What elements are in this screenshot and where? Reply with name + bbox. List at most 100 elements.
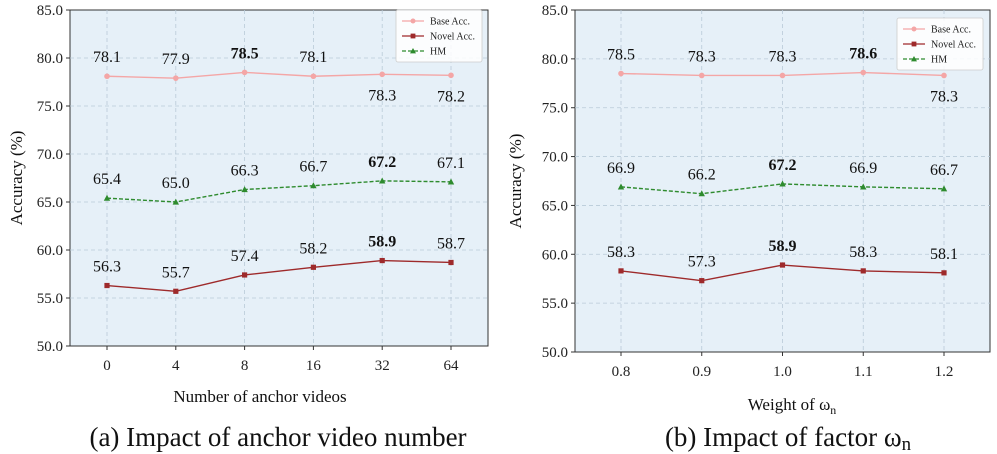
data-label: 55.7 [162, 264, 190, 281]
data-label: 67.2 [368, 154, 396, 171]
y-tick-label: 60.0 [542, 247, 568, 263]
data-label: 78.5 [231, 45, 259, 62]
legend-box [896, 17, 984, 71]
data-point [379, 71, 386, 78]
data-label: 57.3 [688, 254, 716, 271]
data-label: 58.9 [769, 238, 797, 255]
data-point [241, 69, 248, 76]
data-label: 66.3 [231, 163, 259, 180]
series-line-base [106, 71, 452, 79]
x-tick-label: 1.1 [854, 364, 873, 380]
data-label: 58.3 [849, 244, 877, 261]
data-point [310, 73, 317, 80]
data-point [448, 72, 454, 79]
legend-label: Base Acc. [430, 17, 470, 28]
y-tick-label: 70.0 [37, 147, 63, 163]
y-tick-label: 75.0 [542, 101, 568, 117]
x-tick-label: 64 [444, 358, 460, 374]
legend: Base Acc. Novel Acc. HM [896, 17, 984, 71]
data-point [448, 259, 454, 266]
data-label: 78.2 [437, 88, 465, 105]
y-axis-label: Accuracy (%) [7, 131, 26, 226]
data-label: 66.9 [849, 160, 877, 177]
series-novel: 56.3 55.7 57.4 58.2 58.9 58.7 [93, 234, 465, 294]
legend-label: Novel Acc. [430, 32, 475, 43]
data-point [698, 72, 705, 79]
x-tick-label: 4 [172, 358, 180, 374]
data-label: 65.0 [162, 175, 190, 192]
x-axis-label: Number of anchor videos [173, 387, 346, 406]
series-line-hm [106, 180, 452, 203]
legend: Base Acc. Novel Acc. HM [395, 9, 483, 63]
x-tick-label: 1.0 [773, 364, 792, 380]
y-tick-label: 75.0 [37, 99, 63, 115]
y-tick-label: 50.0 [542, 345, 568, 361]
data-point [940, 185, 948, 192]
data-label: 78.3 [688, 48, 716, 65]
series-base: 78.5 78.3 78.3 78.6 78.3 [607, 46, 958, 106]
data-label: 78.3 [368, 87, 396, 104]
chart-panel-a: 50.0 55.0 60.0 65.0 70.0 75.0 80.0 85.0 0 4 8 16 32 6… [7, 3, 489, 452]
legend-label: HM [430, 47, 446, 58]
legend-marker [911, 41, 917, 47]
data-label: 78.5 [607, 47, 635, 64]
legend-label: HM [931, 55, 947, 66]
data-point [779, 180, 786, 187]
data-point [617, 183, 625, 190]
data-point [241, 186, 248, 193]
x-tick-label: 8 [241, 358, 249, 374]
x-tick-label: 1.2 [935, 364, 954, 380]
data-point [779, 72, 786, 79]
data-point [310, 264, 316, 270]
y-tick-label: 80.0 [37, 51, 63, 67]
data-label: 58.9 [368, 234, 396, 251]
data-label: 66.2 [688, 167, 716, 184]
x-axis-label: Weight of ωn [748, 395, 837, 417]
legend-label: Base Acc. [931, 25, 971, 36]
y-tick-label: 65.0 [542, 198, 568, 214]
legend-marker [410, 33, 416, 39]
data-point [310, 182, 317, 189]
x-tick-label: 0 [103, 358, 111, 374]
data-point [941, 270, 947, 276]
data-point [104, 73, 110, 80]
data-label: 77.9 [162, 51, 190, 68]
data-point [941, 72, 947, 79]
data-label: 78.1 [299, 49, 327, 66]
x-tick-label: 32 [375, 358, 390, 374]
data-label: 65.4 [93, 171, 121, 188]
legend-marker [911, 26, 917, 32]
y-tick-label: 70.0 [542, 150, 568, 166]
data-label: 58.7 [437, 235, 465, 252]
x-tick-label: 0.8 [612, 364, 631, 380]
legend-marker [410, 48, 416, 54]
data-point [779, 262, 786, 268]
data-point [379, 177, 386, 184]
data-point [698, 190, 705, 197]
legend-marker [410, 18, 416, 24]
panel-caption: (b) Impact of factor ωn [665, 422, 912, 454]
plot-area [69, 9, 489, 347]
y-tick-label: 85.0 [37, 3, 63, 19]
data-label: 78.6 [849, 46, 877, 63]
y-axis-label: Accuracy (%) [506, 134, 525, 229]
data-label: 66.7 [299, 159, 327, 176]
chart-panel-b: 50.0 55.0 60.0 65.0 70.0 75.0 80.0 85.0 0.8 0.9 1.… [506, 3, 991, 454]
x-tick-label: 0.9 [692, 364, 711, 380]
data-label: 78.1 [93, 49, 121, 66]
data-point [104, 282, 110, 289]
series-hm: 65.4 65.0 66.3 66.7 67.2 67.1 [93, 154, 465, 205]
data-label: 66.7 [930, 162, 958, 179]
data-point [860, 69, 867, 76]
legend-box [395, 9, 483, 63]
data-point [103, 194, 111, 201]
y-tick-label: 60.0 [37, 243, 63, 259]
data-point [618, 70, 624, 77]
data-label: 58.2 [299, 240, 327, 257]
data-label: 67.2 [769, 157, 797, 174]
data-label: 78.3 [769, 48, 797, 65]
series-hm: 66.9 66.2 67.2 66.9 66.7 [607, 157, 958, 197]
y-tick-label: 55.0 [542, 296, 568, 312]
data-label: 58.3 [607, 244, 635, 261]
